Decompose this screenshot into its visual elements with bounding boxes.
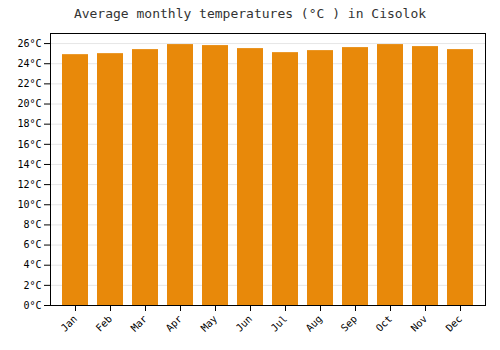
- svg-text:8°C: 8°C: [23, 219, 41, 230]
- svg-text:Oct: Oct: [374, 313, 395, 334]
- svg-text:Apr: Apr: [164, 313, 185, 334]
- svg-text:18°C: 18°C: [17, 118, 41, 129]
- svg-text:20°C: 20°C: [17, 98, 41, 109]
- svg-text:6°C: 6°C: [23, 239, 41, 250]
- svg-text:Jun: Jun: [234, 313, 255, 334]
- svg-text:2°C: 2°C: [23, 280, 41, 291]
- html-text:Average monthly temperatures (: Average monthly temperatures (°C ) in Ci…: [73, 6, 427, 21]
- svg-text:May: May: [199, 313, 220, 334]
- svg-text:Feb: Feb: [94, 313, 115, 334]
- svg-text:Jan: Jan: [59, 313, 80, 334]
- svg-text:Jul: Jul: [269, 313, 290, 334]
- svg-text:14°C: 14°C: [17, 159, 41, 170]
- svg-text:Mar: Mar: [129, 313, 150, 334]
- svg-text:24°C: 24°C: [17, 58, 41, 69]
- svg-text:10°C: 10°C: [17, 199, 41, 210]
- svg-text:Sep: Sep: [339, 313, 360, 334]
- svg-text:Nov: Nov: [409, 313, 430, 334]
- svg-text:22°C: 22°C: [17, 78, 41, 89]
- svg-text:12°C: 12°C: [17, 179, 41, 190]
- svg-text:Aug: Aug: [304, 313, 325, 334]
- svg-text:0°C: 0°C: [23, 300, 41, 311]
- svg-text:4°C: 4°C: [23, 259, 41, 270]
- svg-text:26°C: 26°C: [17, 38, 41, 49]
- svg-text:Dec: Dec: [444, 313, 465, 334]
- svg-text:16°C: 16°C: [17, 139, 41, 150]
